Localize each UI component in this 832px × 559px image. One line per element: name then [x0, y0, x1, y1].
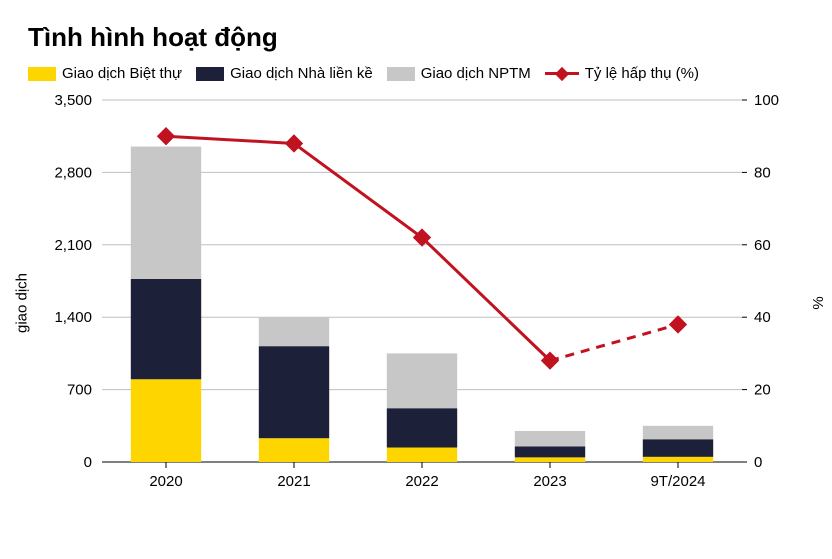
line-seg-1: [294, 143, 422, 237]
svg-text:3,500: 3,500: [54, 92, 92, 109]
legend-line-diamond: [555, 66, 569, 80]
svg-text:2,800: 2,800: [54, 164, 92, 181]
chart-area: giao dịch % 07001,4002,1002,8003,5000204…: [28, 88, 804, 518]
cat-label-4: 9T/2024: [650, 473, 705, 490]
bar-bietthu-4: [643, 457, 713, 462]
legend: Giao dịch Biệt thự Giao dịch Nhà liền kề…: [28, 65, 804, 82]
svg-text:60: 60: [754, 237, 771, 254]
bar-nptm-2: [387, 353, 457, 408]
bar-lienke-4: [643, 439, 713, 457]
swatch-bietthu: [28, 67, 56, 81]
legend-label-bietthu: Giao dịch Biệt thự: [62, 65, 182, 82]
svg-text:0: 0: [84, 454, 92, 471]
legend-item-lienke: Giao dịch Nhà liền kề: [196, 65, 373, 82]
svg-text:40: 40: [754, 309, 771, 326]
bar-lienke-0: [131, 279, 201, 379]
legend-item-bietthu: Giao dịch Biệt thự: [28, 65, 182, 82]
bar-bietthu-2: [387, 448, 457, 462]
legend-item-line: Tỷ lệ hấp thụ (%): [545, 65, 699, 82]
bar-nptm-1: [259, 317, 329, 346]
cat-label-3: 2023: [533, 473, 566, 490]
bar-nptm-0: [131, 147, 201, 279]
y-right-label: %: [810, 296, 827, 309]
chart-title: Tình hình hoạt động: [28, 22, 804, 53]
legend-item-nptm: Giao dịch NPTM: [387, 65, 531, 82]
line-seg-2: [422, 238, 550, 361]
bar-lienke-3: [515, 446, 585, 457]
swatch-nptm: [387, 67, 415, 81]
bar-bietthu-1: [259, 438, 329, 462]
legend-label-nptm: Giao dịch NPTM: [421, 65, 531, 82]
legend-label-lienke: Giao dịch Nhà liền kề: [230, 65, 373, 82]
legend-label-line: Tỷ lệ hấp thụ (%): [585, 65, 699, 82]
svg-text:80: 80: [754, 164, 771, 181]
line-seg-3: [550, 324, 678, 360]
bar-bietthu-3: [515, 457, 585, 462]
marker-4: [670, 316, 687, 333]
svg-text:1,400: 1,400: [54, 309, 92, 326]
cat-label-1: 2021: [277, 473, 310, 490]
bar-bietthu-0: [131, 379, 201, 462]
svg-text:2,100: 2,100: [54, 237, 92, 254]
bar-lienke-2: [387, 408, 457, 447]
chart-svg: 0 700 1,400 2,100 2,800 3,500 0 20 40 60 80 100 2020…: [28, 88, 788, 518]
svg-text:20: 20: [754, 382, 771, 399]
swatch-lienke: [196, 67, 224, 81]
svg-text:100: 100: [754, 92, 779, 109]
bar-nptm-4: [643, 426, 713, 439]
y-left-label: giao dịch: [14, 273, 31, 333]
svg-text:700: 700: [67, 382, 92, 399]
svg-text:0: 0: [754, 454, 762, 471]
marker-0: [158, 128, 175, 145]
bar-lienke-1: [259, 346, 329, 438]
line-seg-0: [166, 136, 294, 143]
bar-nptm-3: [515, 431, 585, 447]
cat-label-2: 2022: [405, 473, 438, 490]
cat-label-0: 2020: [149, 473, 182, 490]
